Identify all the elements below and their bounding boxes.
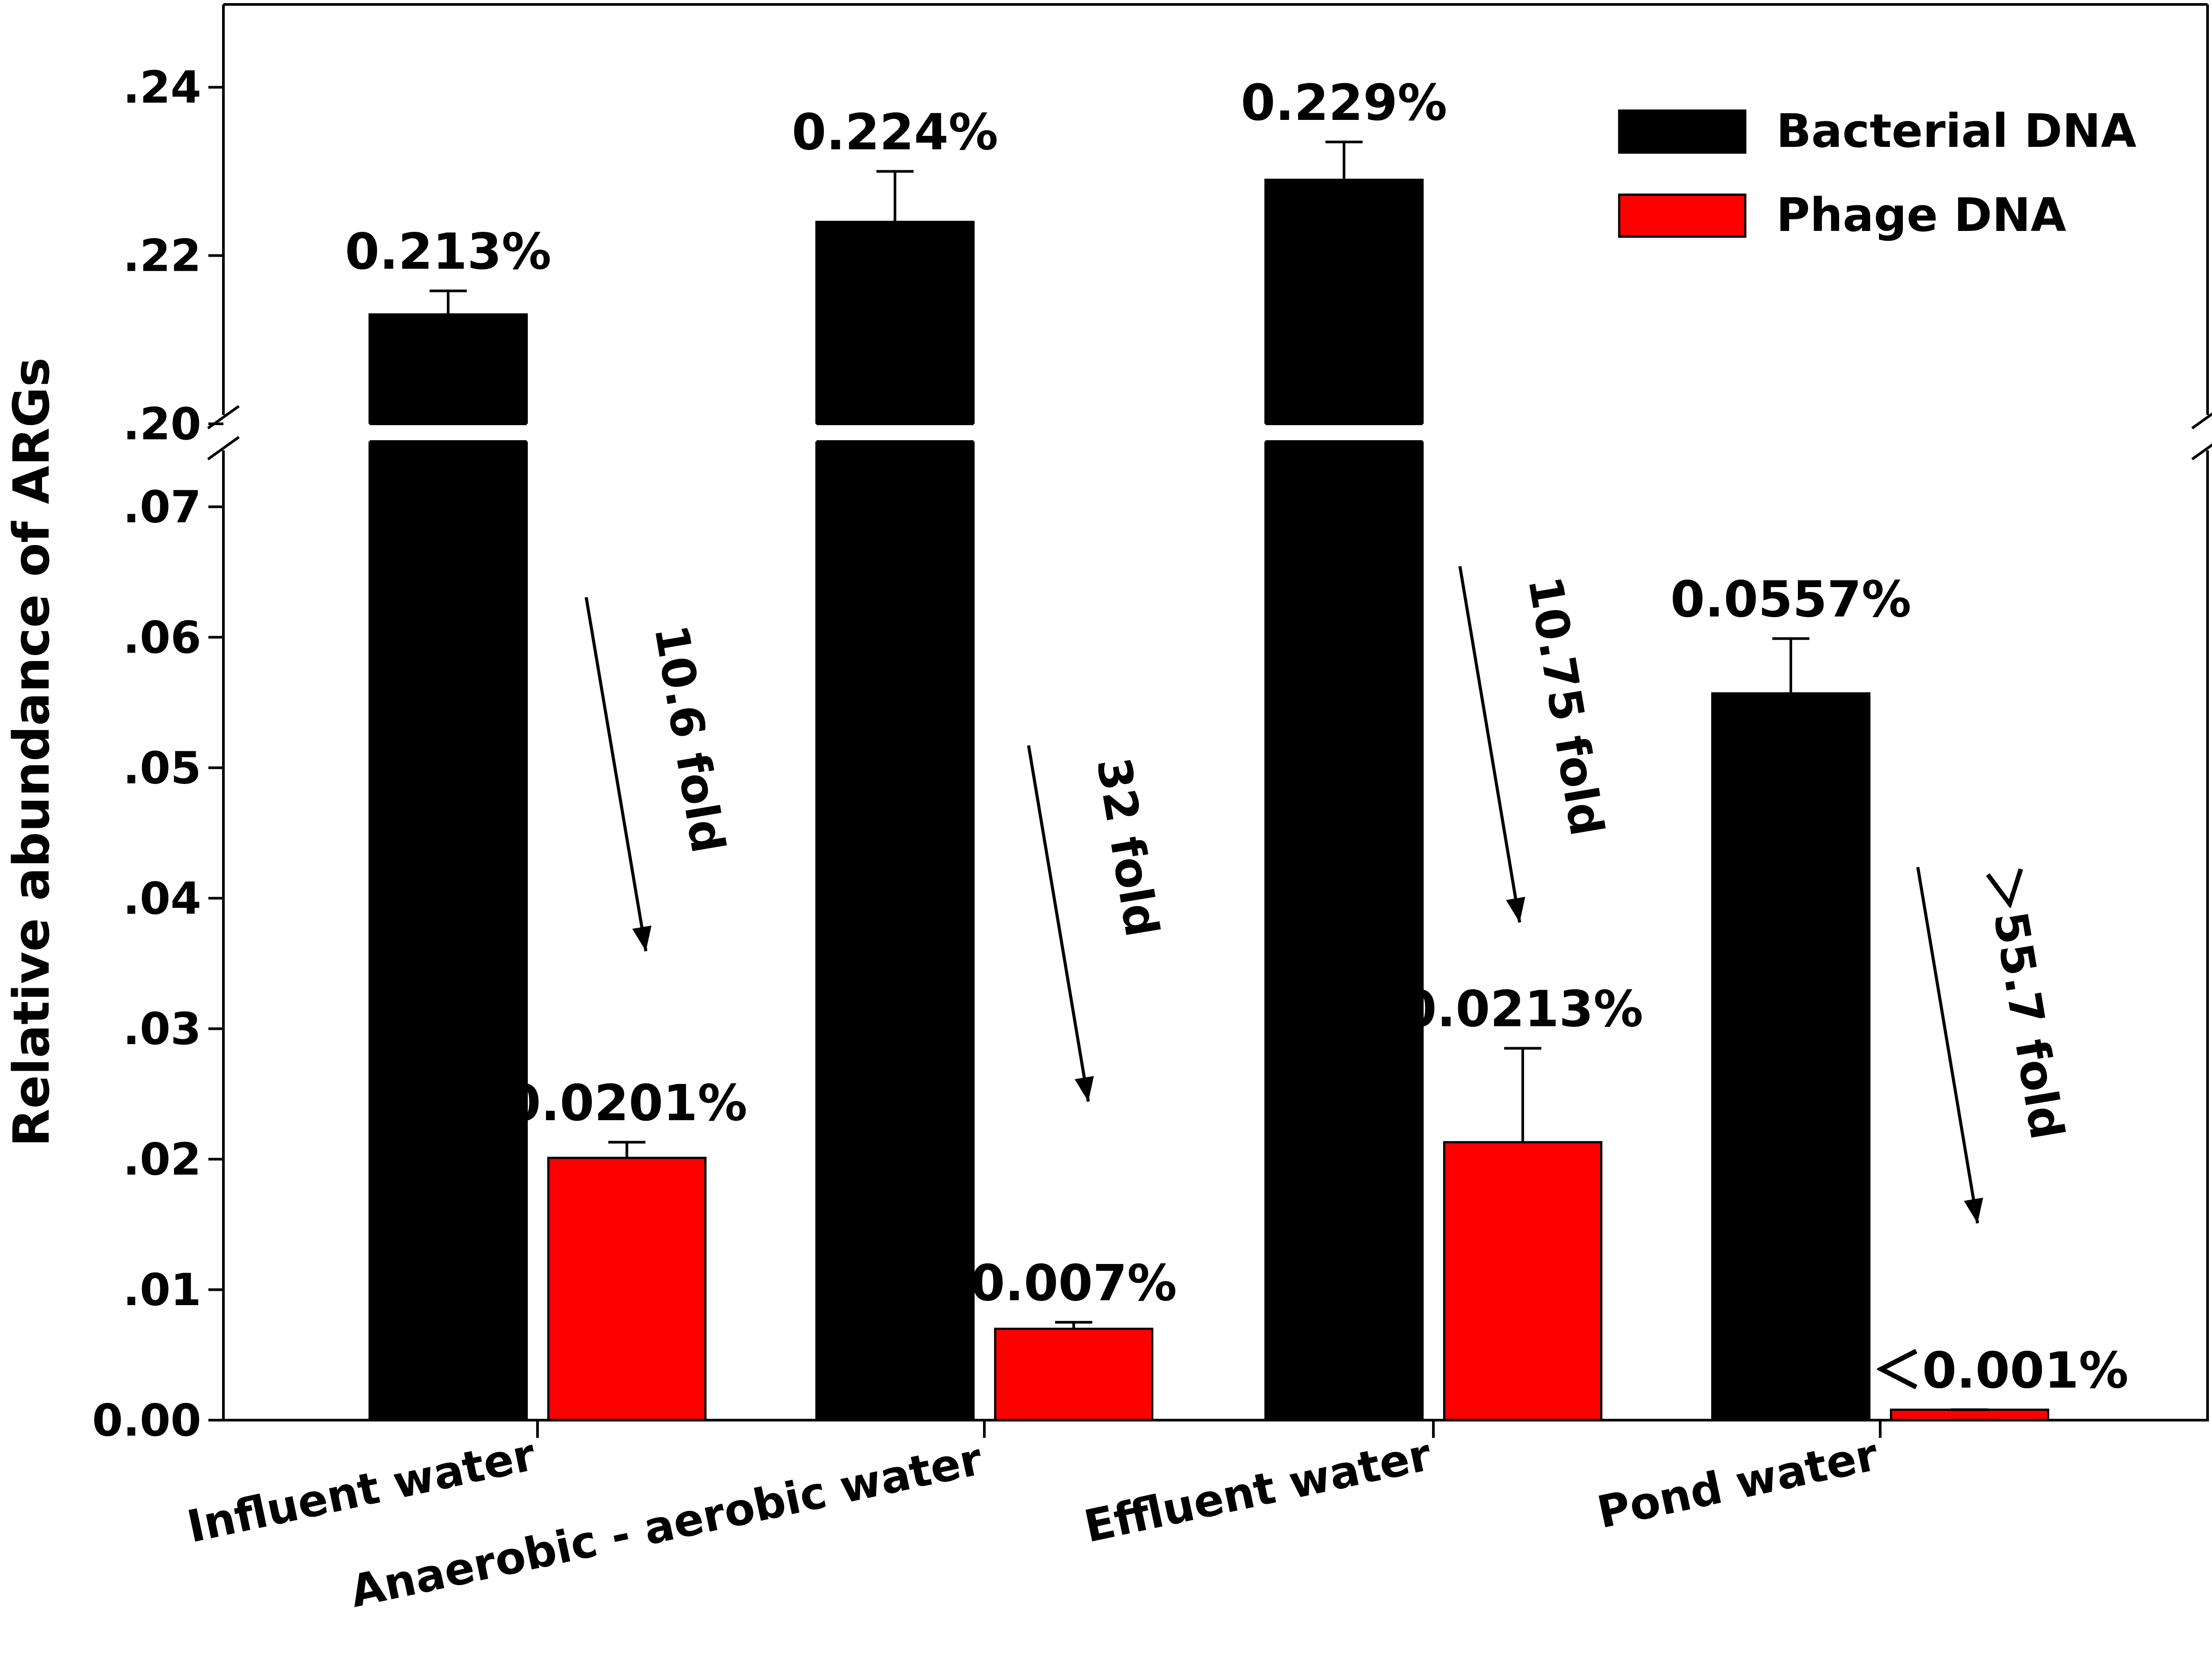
bar-phage-0 [547, 1156, 707, 1421]
y-tick-label-lower-3: .04 [123, 872, 201, 924]
y-tick-label-lower-0: .07 [123, 481, 201, 533]
fold-annotation-2: 10.75 fold [1517, 572, 1614, 840]
x-tick-label-0: Influent water [183, 1429, 540, 1553]
bar-bacterial-3 [1711, 692, 1870, 1421]
bar-phage-1 [994, 1328, 1153, 1421]
legend-swatch-0 [1618, 109, 1747, 154]
data-label-0-3: 0.0557% [1671, 571, 1911, 628]
data-label-0-0: 0.213% [345, 223, 551, 280]
data-label-1-1: 0.007% [971, 1255, 1177, 1312]
data-label-1-0: 0.0201% [507, 1075, 747, 1132]
y-tick-label-lower-2: .05 [123, 742, 201, 794]
bar-bacterial-1 [815, 221, 975, 1421]
y-tick-label-upper-1: .22 [123, 230, 201, 282]
x-tick-label-2: Effluent water [1080, 1429, 1436, 1552]
bar-phage-3 [1890, 1408, 2049, 1421]
y-tick-label-upper-0: .24 [123, 61, 201, 113]
fold-arrowhead-3 [1964, 1198, 1983, 1223]
bar-phage-2 [1443, 1141, 1602, 1421]
y-tick-label-lower-7: 0.00 [92, 1394, 201, 1446]
y-tick-label-upper-2: .20 [123, 398, 201, 450]
data-label-0-1: 0.224% [792, 104, 998, 161]
bar-bacterial-2 [1264, 178, 1424, 1421]
y-axis-label: Relative abundance of ARGs [3, 357, 61, 1147]
fold-arrow-0 [584, 597, 648, 952]
break-mark-a-1 [2191, 412, 2212, 430]
fold-arrowhead-2 [1506, 897, 1525, 922]
fold-arrow-3 [1916, 867, 1979, 1224]
axes-layer [207, 3, 2212, 1438]
fold-annotation-0: 10.6 fold [644, 621, 735, 857]
fold-arrowhead-1 [1075, 1076, 1094, 1102]
y-tick-label-lower-5: .02 [123, 1133, 201, 1185]
data-label-1-3: ＜0.001% [1873, 1342, 2128, 1399]
legend-swatch-1 [1618, 193, 1747, 238]
fold-annotation-1: 32 fold [1086, 754, 1169, 941]
y-tick-label-lower-6: .01 [123, 1264, 201, 1316]
y-tick-label-lower-1: .06 [123, 611, 201, 663]
fold-annotation-3: ＞55.7 fold [1975, 862, 2074, 1143]
fold-arrow-2 [1458, 566, 1521, 923]
data-label-0-2: 0.229% [1241, 74, 1447, 132]
axis-break-band [227, 424, 2204, 442]
break-mark-b-1 [2191, 443, 2212, 461]
bar-bacterial-0 [369, 313, 528, 1421]
y-tick-label-lower-4: .03 [123, 1003, 201, 1055]
fold-arrowhead-0 [632, 926, 652, 951]
legend-label-0: Bacterial DNA [1776, 104, 2136, 158]
bars-layer [227, 140, 2204, 1421]
fold-arrow-1 [1027, 745, 1090, 1102]
legend-label-1: Phage DNA [1776, 188, 2066, 242]
break-mark-b-0 [207, 436, 240, 461]
x-tick-label-3: Pond water [1593, 1429, 1882, 1539]
data-label-1-2: 0.0213% [1402, 980, 1643, 1038]
